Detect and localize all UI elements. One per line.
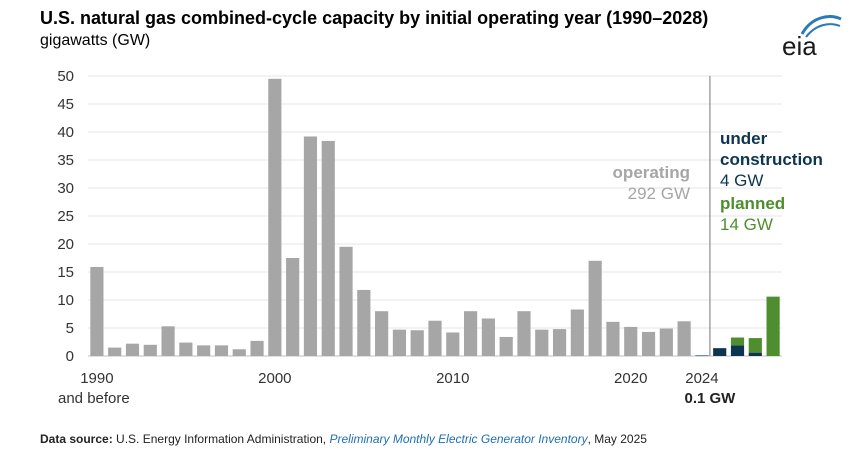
bar-under-construction-2025: [713, 348, 727, 356]
bar-planned-2027: [748, 338, 762, 353]
bar-operating-2002: [303, 136, 318, 356]
bars: [90, 78, 780, 357]
bar-operating-1990: [90, 266, 104, 356]
bar-operating-2004: [339, 246, 353, 356]
bar-operating-2000: [268, 78, 282, 357]
y-axis-ticks: 0 5 10 15 20 25 30 35 40 45 50: [57, 68, 74, 365]
bar-operating-1998: [232, 349, 246, 356]
bar-operating-2011: [464, 311, 478, 356]
bar-operating-2013: [499, 336, 513, 356]
planned-label: planned: [720, 194, 785, 213]
bar-operating-2014: [517, 311, 531, 356]
x-tick-sublabel-2024: 0.1 GW: [684, 390, 736, 407]
x-tick-label-2020: 2020: [614, 370, 647, 387]
chart-title: U.S. natural gas combined-cycle capacity…: [40, 8, 709, 28]
under-construction-label-line1: under: [720, 129, 768, 148]
bar-operating-1991: [108, 347, 122, 356]
operating-label: operating: [613, 163, 690, 182]
under-construction-value: 4 GW: [720, 171, 763, 190]
source-publication: Preliminary Monthly Electric Generator I…: [329, 432, 588, 446]
operating-value: 292 GW: [628, 184, 690, 203]
bar-operating-1995: [179, 342, 193, 356]
x-axis-ticks: 1990 and before 2000 2010 2020 2024 0.1 GW: [58, 370, 736, 407]
x-tick-label-1990: 1990: [80, 370, 113, 387]
bar-operating-2021: [641, 331, 656, 356]
gridlines: [88, 75, 782, 357]
y-tick-label: 30: [57, 180, 74, 197]
bar-operating-2010: [446, 332, 460, 356]
bar-operating-2023: [677, 321, 691, 356]
bar-under-construction-2027: [748, 352, 762, 356]
bar-operating-2019: [606, 321, 620, 356]
x-tick-label-2024: 2024: [685, 370, 718, 387]
data-source-footnote: Data source: U.S. Energy Information Adm…: [40, 432, 647, 446]
bar-operating-2015: [535, 329, 549, 356]
y-tick-label: 45: [57, 96, 74, 113]
y-tick-label: 5: [66, 320, 74, 337]
bar-operating-2018: [588, 260, 602, 356]
bar-operating-2016: [552, 329, 567, 356]
y-tick-label: 35: [57, 152, 74, 169]
source-text: U.S. Energy Information Administration,: [116, 432, 327, 446]
x-tick-label-2010: 2010: [436, 370, 469, 387]
y-tick-label: 15: [57, 264, 74, 281]
bar-operating-1999: [250, 340, 264, 356]
y-tick-label: 40: [57, 124, 74, 141]
bar-operating-2006: [375, 311, 389, 356]
x-tick-sublabel-1990: and before: [58, 390, 130, 407]
bar-operating-2012: [481, 318, 495, 356]
bar-operating-2009: [428, 320, 442, 356]
y-tick-label: 20: [57, 236, 74, 253]
chart-subtitle: gigawatts (GW): [40, 32, 151, 49]
bar-operating-1997: [214, 345, 229, 356]
y-tick-label: 25: [57, 208, 74, 225]
eia-logo: eia: [782, 15, 842, 60]
y-tick-label: 10: [57, 292, 74, 309]
bar-operating-2005: [357, 289, 371, 356]
bar-operating-2008: [410, 330, 424, 356]
bar-operating-2022: [659, 328, 673, 356]
bar-operating-1993: [143, 344, 157, 356]
bar-under-construction-2026: [730, 345, 745, 356]
x-tick-label-2000: 2000: [258, 370, 291, 387]
eia-logo-text: eia: [782, 31, 817, 60]
under-construction-label-line2: construction: [720, 150, 823, 169]
source-label: Data source:: [40, 432, 113, 446]
bar-operating-2001: [286, 258, 300, 356]
bar-under-construction-2024: [695, 355, 709, 357]
bar-operating-2020: [624, 326, 638, 356]
bar-operating-1996: [197, 345, 211, 356]
bar-operating-2017: [570, 309, 584, 356]
bar-operating-1992: [125, 343, 140, 356]
y-tick-label: 0: [66, 348, 74, 365]
bar-chart: 0 5 10 15 20 25 30 35 40 45 50 1990 and before 2000 2…: [57, 68, 823, 407]
bar-planned-2028: [766, 296, 780, 356]
planned-value: 14 GW: [720, 215, 773, 234]
bar-operating-2003: [321, 140, 335, 356]
source-date: , May 2025: [587, 432, 647, 446]
bar-operating-2007: [392, 329, 406, 356]
y-tick-label: 50: [57, 68, 74, 85]
bar-planned-2026: [730, 337, 745, 346]
bar-operating-1994: [161, 326, 175, 356]
